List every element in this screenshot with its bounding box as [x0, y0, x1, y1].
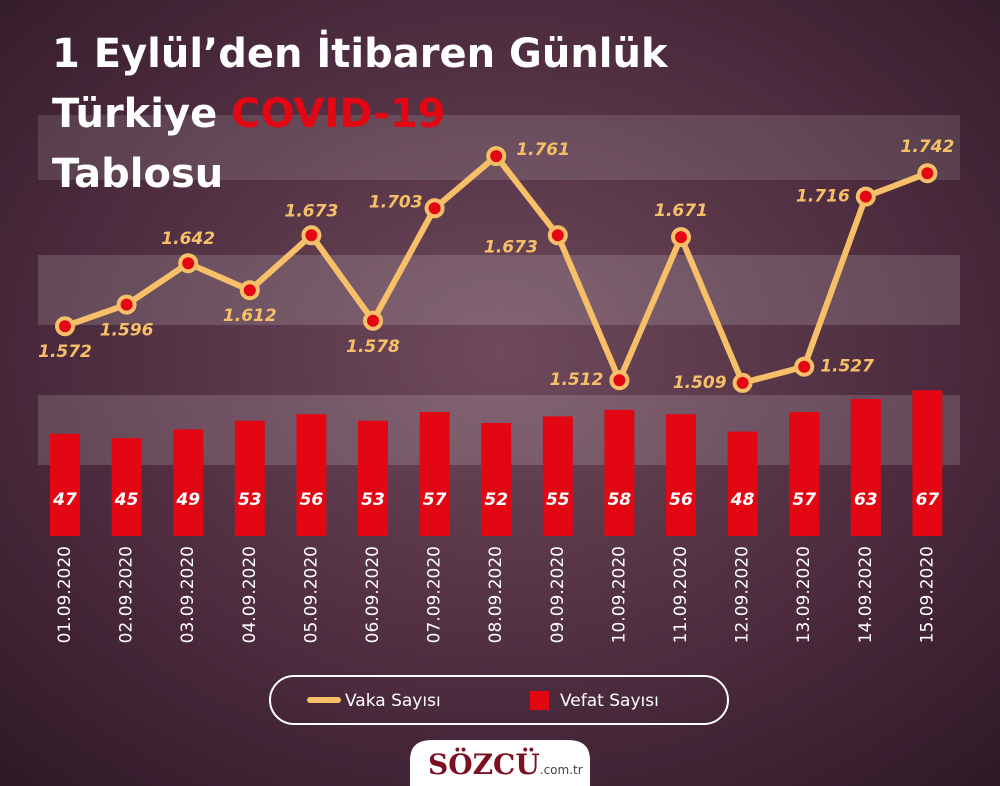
- bar-label: 53: [238, 490, 262, 510]
- bar: [666, 414, 696, 536]
- title-highlight: COVID-19: [231, 91, 445, 137]
- legend-label: Vaka Sayısı: [345, 691, 441, 711]
- title: Türkiye: [52, 91, 217, 137]
- bar: [727, 431, 758, 536]
- bar-label: 52: [484, 490, 508, 510]
- value-label: 1.703: [369, 192, 423, 212]
- x-tick-label: 15.09.2020: [917, 546, 937, 643]
- point: [116, 294, 137, 315]
- bar: [604, 409, 635, 536]
- bar-label: 49: [175, 490, 200, 510]
- bar: [912, 390, 943, 536]
- bar-label: 67: [916, 490, 940, 510]
- bar-label: 53: [361, 490, 385, 510]
- value-label: 1.578: [346, 337, 400, 357]
- x-tick-label: 10.09.2020: [609, 546, 629, 643]
- x-tick-label: 09.09.2020: [548, 546, 568, 643]
- x-tick-label: 03.09.2020: [178, 546, 198, 643]
- bar: [173, 429, 204, 536]
- point: [486, 146, 507, 167]
- title: 1 Eylül’den İtibaren Günlük: [52, 29, 669, 77]
- logo-box: [410, 740, 590, 786]
- value-label: 1.671: [654, 201, 708, 221]
- bar: [481, 422, 512, 536]
- point: [547, 225, 568, 246]
- bar: [50, 433, 80, 536]
- point: [55, 316, 75, 337]
- value-label: 1.716: [796, 187, 850, 207]
- point: [917, 163, 938, 184]
- x-tick-label: 14.09.2020: [856, 546, 876, 643]
- point: [855, 186, 876, 207]
- value-label: 1.642: [161, 229, 215, 249]
- x-tick-label: 04.09.2020: [240, 546, 260, 643]
- value-label: 1.673: [285, 201, 339, 221]
- point: [363, 310, 383, 331]
- point: [794, 356, 815, 377]
- logo-suffix: .com.tr: [540, 763, 583, 777]
- bar-label: 47: [52, 490, 77, 510]
- bar: [789, 412, 820, 536]
- bar-label: 45: [114, 490, 139, 510]
- bar: [419, 412, 450, 536]
- bar-label: 56: [669, 490, 693, 510]
- value-label: 1.596: [100, 321, 154, 341]
- point: [609, 370, 630, 391]
- bar-label: 48: [730, 490, 755, 510]
- plot: 47 01.09.2020 45 02.09.2020 49 03.09.2020 53 04…: [38, 137, 954, 643]
- bar-label: 63: [854, 490, 878, 510]
- x-tick-label: 12.09.2020: [733, 546, 753, 643]
- point: [301, 225, 322, 246]
- bar: [296, 414, 327, 536]
- value-label: 1.527: [820, 357, 874, 377]
- bar: [358, 420, 388, 536]
- value-label: 1.761: [516, 140, 570, 160]
- x-tick-label: 02.09.2020: [117, 546, 137, 643]
- point: [732, 372, 753, 393]
- value-label: 1.509: [673, 373, 727, 393]
- x-tick-label: 01.09.2020: [55, 546, 75, 643]
- legend-swatch: [530, 691, 549, 710]
- legend-frame: [269, 675, 729, 725]
- x-tick-label: 11.09.2020: [671, 546, 691, 643]
- point: [239, 280, 260, 301]
- legend-label: Vefat Sayısı: [560, 691, 659, 711]
- bar: [542, 416, 573, 536]
- bar-label: 55: [546, 490, 570, 510]
- x-tick-label: 08.09.2020: [486, 546, 506, 643]
- bar-label: 57: [423, 490, 447, 510]
- bar: [111, 438, 142, 536]
- point: [178, 253, 199, 274]
- title: Tablosu: [52, 151, 223, 197]
- value-label: 1.512: [550, 370, 604, 390]
- bar: [234, 420, 265, 536]
- x-tick-label: 06.09.2020: [363, 546, 383, 643]
- x-tick-label: 05.09.2020: [301, 546, 321, 643]
- point: [424, 198, 445, 219]
- value-label: 1.742: [901, 137, 955, 157]
- value-label: 1.612: [223, 306, 277, 326]
- point: [671, 227, 691, 248]
- bar: [850, 398, 881, 536]
- bar-label: 58: [608, 490, 632, 510]
- x-tick-label: 07.09.2020: [425, 546, 445, 643]
- value-label: 1.572: [38, 342, 92, 362]
- value-label: 1.673: [484, 237, 538, 257]
- x-tick-label: 13.09.2020: [794, 546, 814, 643]
- bar-label: 57: [792, 490, 816, 510]
- bar-label: 56: [300, 490, 324, 510]
- title: Türkiye COVID-19: [52, 91, 445, 137]
- logo: SÖZCÜ: [428, 747, 540, 781]
- logo: SÖZCÜ.com.tr: [428, 747, 583, 781]
